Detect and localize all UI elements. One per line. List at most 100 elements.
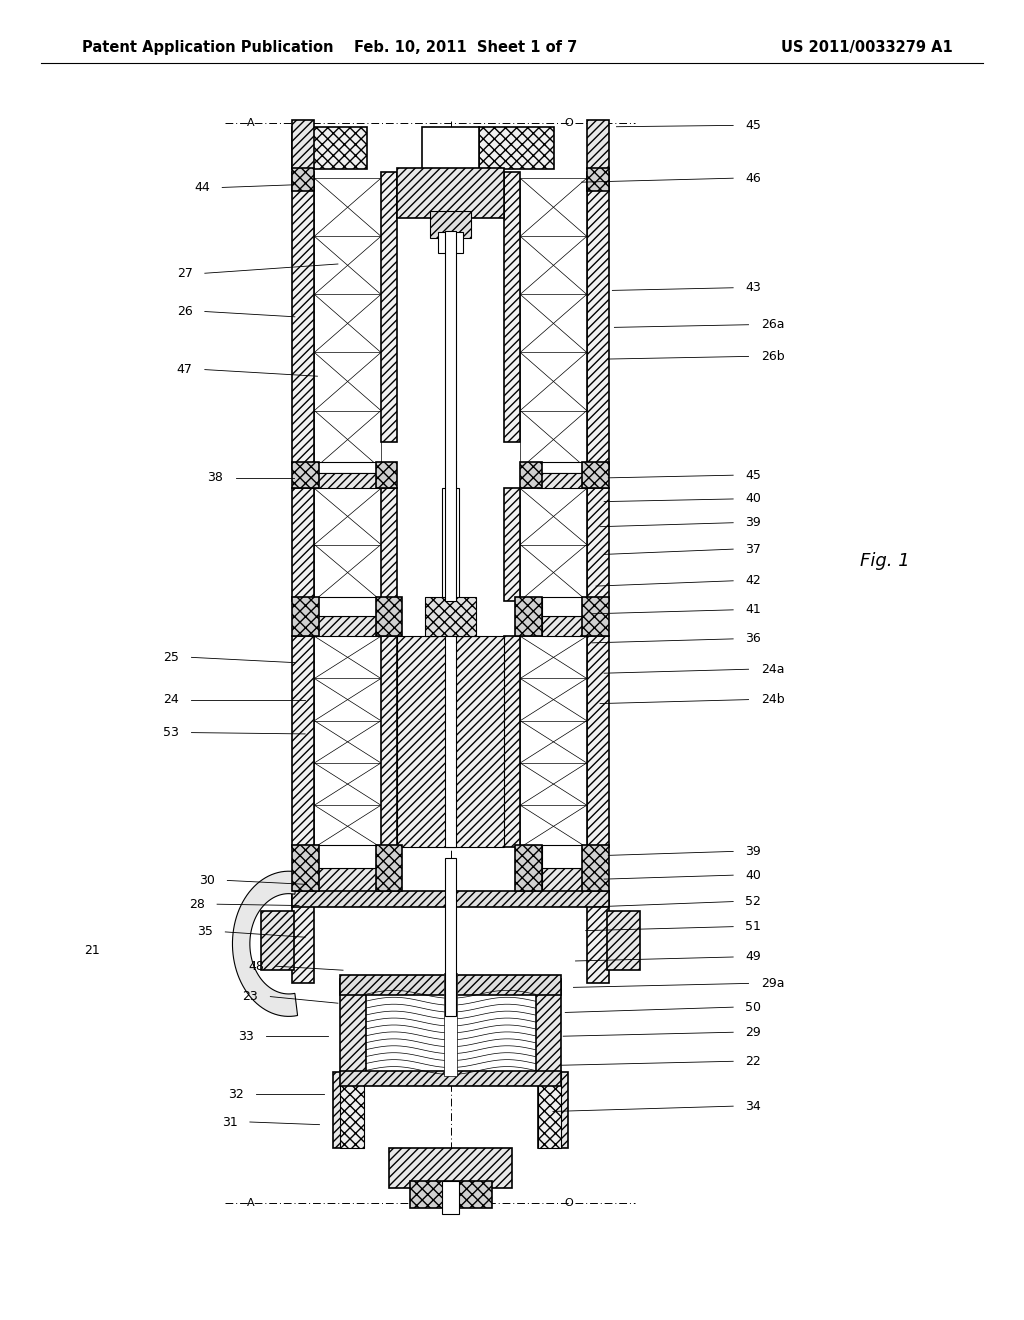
Text: 33: 33 [239,1030,254,1043]
Text: 44: 44 [195,181,210,194]
Text: 48: 48 [248,960,264,973]
Text: 31: 31 [222,1115,238,1129]
Bar [381,636,397,847]
Bar [340,975,561,995]
Bar [537,462,587,473]
Text: 38: 38 [207,471,223,484]
Text: 47: 47 [176,363,193,376]
Bar [542,869,587,891]
Bar [582,462,609,488]
Bar [587,120,609,169]
Bar [538,1072,561,1148]
Bar [397,636,504,847]
Bar [504,636,520,847]
Text: 40: 40 [745,869,762,882]
Bar [314,473,381,488]
Bar [292,168,314,191]
Bar [442,488,459,601]
Text: O: O [564,1197,572,1208]
Bar [292,636,314,847]
Bar [292,127,367,169]
Text: US 2011/0033279 A1: US 2011/0033279 A1 [780,40,952,55]
Text: 45: 45 [745,119,762,132]
Bar [381,488,397,601]
Text: 27: 27 [176,267,193,280]
Bar [314,616,381,636]
Text: 26b: 26b [761,350,784,363]
Text: 26a: 26a [761,318,784,331]
Bar [314,597,381,616]
Text: 29: 29 [745,1026,761,1039]
Text: 23: 23 [243,990,258,1003]
Bar [587,636,609,847]
Text: 42: 42 [745,574,761,587]
Text: 50: 50 [745,1001,762,1014]
Bar [520,462,542,488]
Text: 46: 46 [745,172,761,185]
Text: 26: 26 [177,305,193,318]
Text: 24a: 24a [761,663,784,676]
Text: 32: 32 [228,1088,244,1101]
Bar [504,488,520,601]
Bar [292,845,319,891]
Bar [292,172,314,469]
Bar [444,973,457,1076]
Text: A: A [247,117,255,128]
Text: 24b: 24b [761,693,784,706]
Bar [479,127,554,169]
Bar [442,1181,459,1214]
Bar [422,127,479,169]
Text: 35: 35 [197,925,213,939]
Bar [292,120,314,169]
Bar [292,891,609,907]
Bar [607,911,640,970]
Bar [292,597,319,636]
Bar [340,1072,364,1148]
Text: 30: 30 [199,874,215,887]
Text: 49: 49 [745,950,761,964]
Bar [515,845,542,891]
Text: Feb. 10, 2011  Sheet 1 of 7: Feb. 10, 2011 Sheet 1 of 7 [354,40,578,55]
Bar [587,891,609,983]
Text: Patent Application Publication: Patent Application Publication [82,40,334,55]
Text: 39: 39 [745,516,761,529]
Text: 43: 43 [745,281,761,294]
Bar [515,597,542,636]
Bar [376,845,402,891]
Bar [536,979,561,1076]
Bar [292,488,314,601]
Text: 25: 25 [163,651,179,664]
Bar [445,636,456,847]
Bar [430,211,471,238]
Bar [587,168,609,191]
Bar [410,1181,492,1208]
Bar [542,616,587,636]
Text: 40: 40 [745,492,762,506]
Text: 45: 45 [745,469,762,482]
Bar [445,231,456,601]
Bar [333,1072,364,1148]
Text: O: O [564,117,572,128]
Bar [376,597,402,636]
Text: A: A [247,1197,255,1208]
Text: 37: 37 [745,543,762,556]
Text: Fig. 1: Fig. 1 [860,552,910,570]
Text: 21: 21 [84,944,100,957]
Bar [314,462,381,473]
Bar [445,858,456,1016]
Text: 36: 36 [745,632,761,645]
Bar [425,597,476,636]
Bar [381,172,397,442]
Text: 29a: 29a [761,977,784,990]
Text: 51: 51 [745,920,762,933]
Bar [587,488,609,601]
Bar [261,911,294,970]
Text: 53: 53 [163,726,179,739]
Text: 52: 52 [745,895,762,908]
Bar [587,172,609,469]
Bar [340,1071,561,1086]
Bar [314,869,381,891]
Bar [397,168,504,218]
Bar [389,1148,512,1188]
Bar [542,597,587,616]
